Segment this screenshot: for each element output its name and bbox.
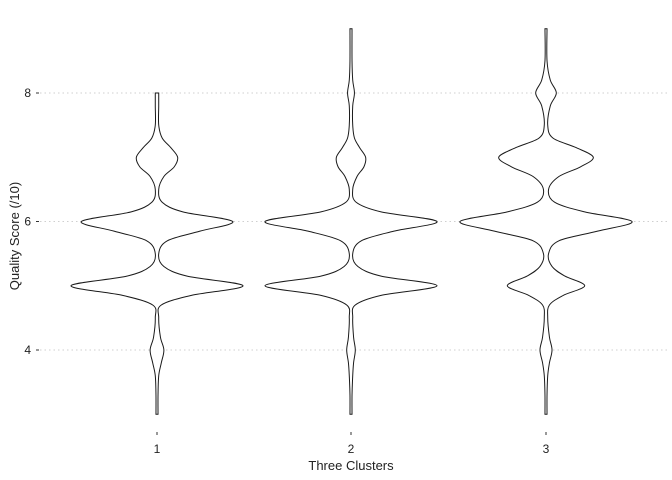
violin-cluster-3 xyxy=(460,29,632,415)
violins xyxy=(71,29,632,415)
violin-cluster-1 xyxy=(71,93,243,414)
x-axis: 1 2 3 xyxy=(154,432,550,456)
y-axis: 4 6 8 xyxy=(24,86,39,357)
y-axis-title: Quality Score (/10) xyxy=(7,182,22,290)
x-axis-title: Three Clusters xyxy=(308,458,394,473)
x-tick-label: 1 xyxy=(154,442,161,456)
y-tick-label: 6 xyxy=(24,215,31,229)
x-tick-label: 2 xyxy=(348,442,355,456)
x-tick-label: 3 xyxy=(543,442,550,456)
y-tick-label: 8 xyxy=(24,86,31,100)
violin-cluster-2 xyxy=(265,29,437,415)
y-tick-label: 4 xyxy=(24,343,31,357)
